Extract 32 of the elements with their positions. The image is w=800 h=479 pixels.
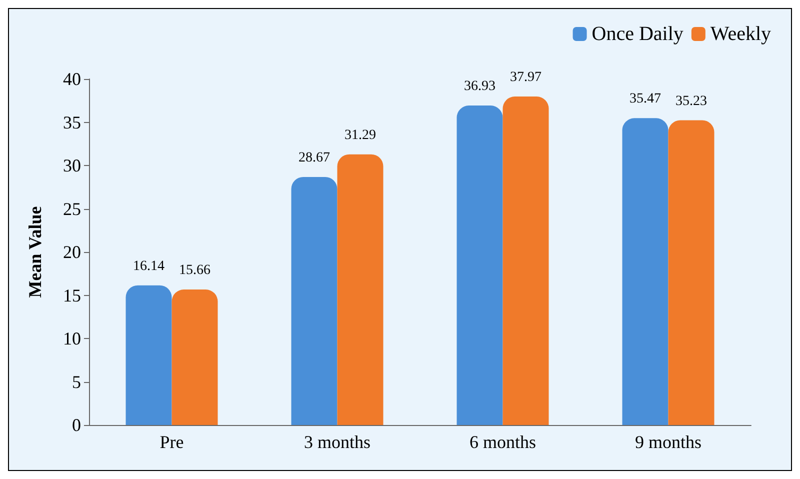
y-tick-label: 40 (63, 69, 81, 89)
data-label: 16.14 (133, 258, 164, 274)
bar (337, 154, 384, 425)
data-label: 37.97 (510, 70, 542, 86)
y-tick-label: 10 (63, 328, 81, 348)
y-tick-label: 0 (72, 415, 81, 435)
y-axis-title: Mean Value (25, 206, 45, 298)
legend-label: Once Daily (592, 23, 684, 45)
y-tick-label: 15 (63, 285, 81, 306)
bar (291, 177, 338, 425)
bar (172, 290, 218, 425)
y-tick-label: 25 (63, 198, 81, 219)
x-tick-label: 9 months (634, 432, 702, 452)
data-label: 36.93 (464, 79, 496, 94)
bar (622, 118, 668, 425)
bar (502, 96, 549, 425)
y-tick-label: 5 (72, 372, 81, 392)
y-tick-label: 35 (63, 112, 81, 132)
bar (668, 120, 714, 425)
x-tick-label: Pre (160, 432, 184, 452)
bar (456, 106, 503, 425)
legend-label: Weekly (710, 23, 772, 45)
data-label: 15.66 (179, 263, 210, 278)
x-tick-label: 3 months (304, 432, 371, 452)
y-tick-label: 20 (63, 242, 81, 262)
bar (126, 285, 172, 425)
data-label: 31.29 (344, 128, 376, 143)
x-tick-label: 6 months (469, 432, 536, 452)
data-label: 35.47 (630, 92, 661, 107)
data-label: 28.67 (298, 150, 330, 166)
y-tick-label: 30 (63, 156, 81, 176)
data-label: 35.23 (676, 94, 707, 109)
